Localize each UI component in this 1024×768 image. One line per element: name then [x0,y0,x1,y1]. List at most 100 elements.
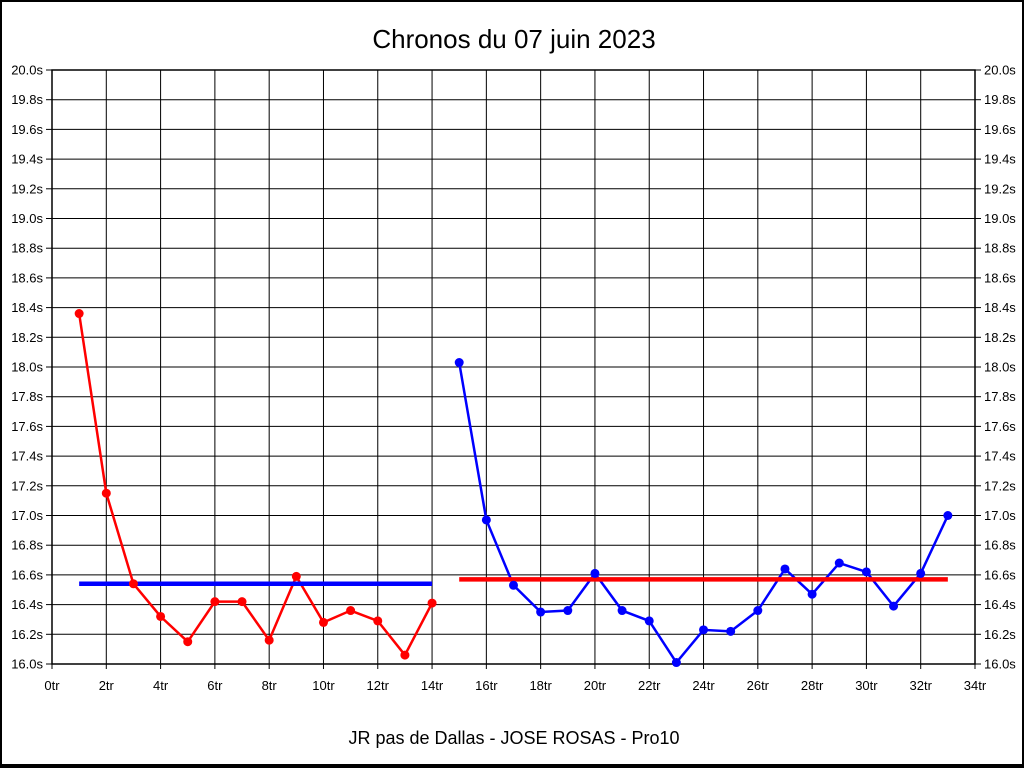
y-axis-label-right: 16.4s [984,597,1016,612]
serie-rouge-premiere-session-point [74,309,84,319]
y-axis-label-left: 17.4s [11,449,43,464]
serie-bleue-seconde-session-point [861,567,871,577]
serie-bleue-seconde-session-point [454,358,464,368]
serie-bleue-seconde-session-point [617,606,627,616]
y-axis-label-right: 19.8s [984,92,1016,107]
serie-bleue-seconde-session-point [699,625,709,635]
y-axis-label-right: 19.2s [984,181,1016,196]
y-axis-label-left: 16.6s [11,567,43,582]
serie-rouge-premiere-session-point [400,650,410,660]
y-axis-label-left: 16.0s [11,657,43,672]
y-axis-label-left: 19.8s [11,92,43,107]
y-axis-label-right: 16.2s [984,627,1016,642]
serie-rouge-premiere-session-point [346,606,356,616]
y-axis-label-right: 19.4s [984,152,1016,167]
y-axis-label-right: 18.6s [984,270,1016,285]
serie-rouge-premiere-session-point [128,579,138,589]
x-axis-label: 12tr [367,678,390,693]
serie-rouge-premiere-session-point [101,488,111,498]
serie-bleue-seconde-session-point [726,626,736,636]
y-axis-label-left: 20.0s [11,63,43,78]
serie-bleue-seconde-session-point [590,568,600,578]
y-axis-label-left: 19.2s [11,181,43,196]
serie-rouge-premiere-session-line [77,313,434,658]
x-axis-label: 16tr [475,678,498,693]
chart-title: Chronos du 07 juin 2023 [372,24,655,54]
x-axis-label: 24tr [692,678,715,693]
y-axis-label-left: 17.6s [11,419,43,434]
y-axis-label-left: 18.2s [11,330,43,345]
y-axis-label-right: 17.4s [984,449,1016,464]
serie-rouge-premiere-session-point [318,617,328,627]
serie-bleue-seconde-session-point [509,580,518,590]
y-axis-label-right: 17.2s [984,478,1016,493]
y-axis-label-left: 18.4s [11,300,43,315]
x-axis-label: 34tr [964,678,987,693]
plot-border [51,69,976,665]
serie-bleue-seconde-session-point [834,558,844,568]
y-axis-label-left: 19.4s [11,152,43,167]
y-axis-label-left: 16.2s [11,627,43,642]
serie-rouge-premiere-session-point [210,597,220,607]
y-axis-label-right: 20.0s [984,63,1016,78]
serie-rouge-premiere-session-point [264,635,274,645]
serie-rouge-premiere-session-point [373,616,383,626]
serie-rouge-premiere-session-point [156,611,166,621]
y-axis-label-left: 16.4s [11,597,43,612]
serie-bleue-seconde-session-point [644,616,654,626]
x-axis-label: 2tr [99,678,115,693]
y-axis-label-right: 18.0s [984,360,1016,375]
y-axis-label-right: 16.6s [984,567,1016,582]
x-axis-label: 4tr [153,678,169,693]
x-axis-label: 18tr [529,678,552,693]
y-axis-label-right: 17.8s [984,389,1016,404]
x-axis-label: 6tr [207,678,223,693]
y-axis-label-left: 16.8s [11,538,43,553]
serie-bleue-seconde-session-point [536,607,546,617]
x-axis-label: 10tr [312,678,335,693]
y-axis-label-right: 19.6s [984,122,1016,137]
y-axis-label-left: 17.2s [11,478,43,493]
x-axis-label: 8tr [262,678,278,693]
x-axis-label: 14tr [421,678,444,693]
serie-rouge-premiere-session-point [183,637,193,647]
y-axis-label-right: 18.4s [984,300,1016,315]
y-axis-label-left: 19.0s [11,211,43,226]
x-axis-label: 26tr [747,678,770,693]
chart-caption: JR pas de Dallas - JOSE ROSAS - Pro10 [348,728,679,748]
y-axis-label-right: 18.8s [984,241,1016,256]
serie-bleue-seconde-session-point [889,601,899,611]
y-axis-label-left: 19.6s [11,122,43,137]
y-axis-label-right: 18.2s [984,330,1016,345]
y-axis-label-left: 17.0s [11,508,43,523]
serie-bleue-seconde-session-point [753,606,763,616]
bottom-bar [2,764,1022,766]
x-axis-label: 20tr [584,678,607,693]
serie-bleue-seconde-session-point [807,589,817,599]
serie-bleue-seconde-session-point [563,606,573,616]
serie-bleue-seconde-session-point [916,568,926,578]
serie-rouge-premiere-session-point [237,597,247,607]
plot-area: 16.0s 16.0s 16.2s 16.2s 16.4s 16.4s 16.6s 16.6s… [11,63,1016,694]
serie-bleue-seconde-session-point [943,511,953,520]
y-axis-label-left: 18.6s [11,270,43,285]
serie-bleue-seconde-session-point [671,658,681,668]
serie-bleue-seconde-session-point [780,564,790,574]
y-axis-label-left: 18.0s [11,360,43,375]
y-axis-label-right: 17.0s [984,508,1016,523]
y-axis-label-right: 16.8s [984,538,1016,553]
x-axis-label: 0tr [44,678,60,693]
x-axis-label: 22tr [638,678,661,693]
x-axis-label: 30tr [855,678,878,693]
x-axis-label: 28tr [801,678,824,693]
y-axis-label-left: 18.8s [11,241,43,256]
y-axis-label-left: 17.8s [11,389,43,404]
y-axis-label-right: 17.6s [984,419,1016,434]
y-axis-label-right: 19.0s [984,211,1016,226]
y-axis-label-right: 16.0s [984,657,1016,672]
serie-bleue-seconde-session-point [481,515,491,525]
serie-rouge-premiere-session-point [291,571,301,581]
x-axis-label: 32tr [910,678,933,693]
